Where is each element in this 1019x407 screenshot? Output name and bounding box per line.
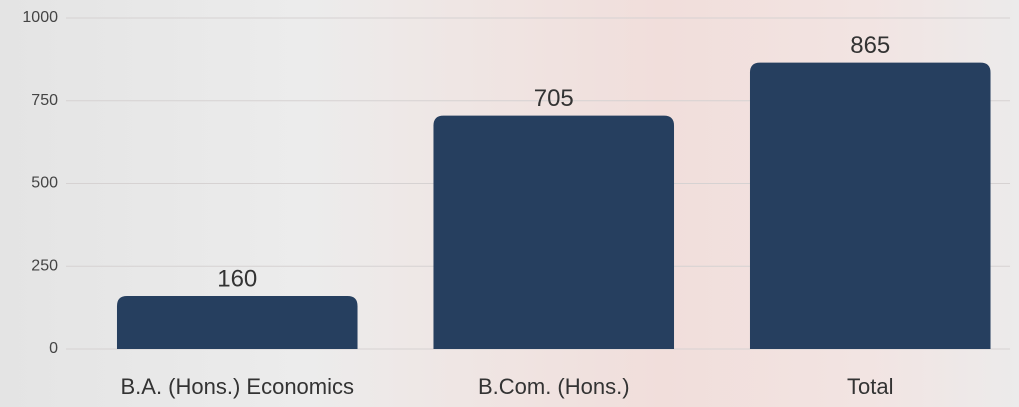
data-label: 160 [217, 265, 257, 292]
y-tick-label: 0 [49, 340, 58, 357]
data-label: 865 [850, 32, 890, 59]
x-tick-label: Total [847, 374, 893, 399]
data-label: 705 [534, 85, 574, 112]
y-tick-label: 1000 [22, 9, 58, 26]
bar [116, 296, 358, 349]
y-tick-label: 500 [31, 175, 58, 192]
y-tick-label: 250 [31, 257, 58, 274]
bar [749, 62, 991, 350]
y-tick-label: 750 [31, 92, 58, 109]
bar [433, 115, 675, 350]
x-tick-label: B.A. (Hons.) Economics [120, 374, 354, 399]
x-tick-label: B.Com. (Hons.) [478, 374, 630, 399]
